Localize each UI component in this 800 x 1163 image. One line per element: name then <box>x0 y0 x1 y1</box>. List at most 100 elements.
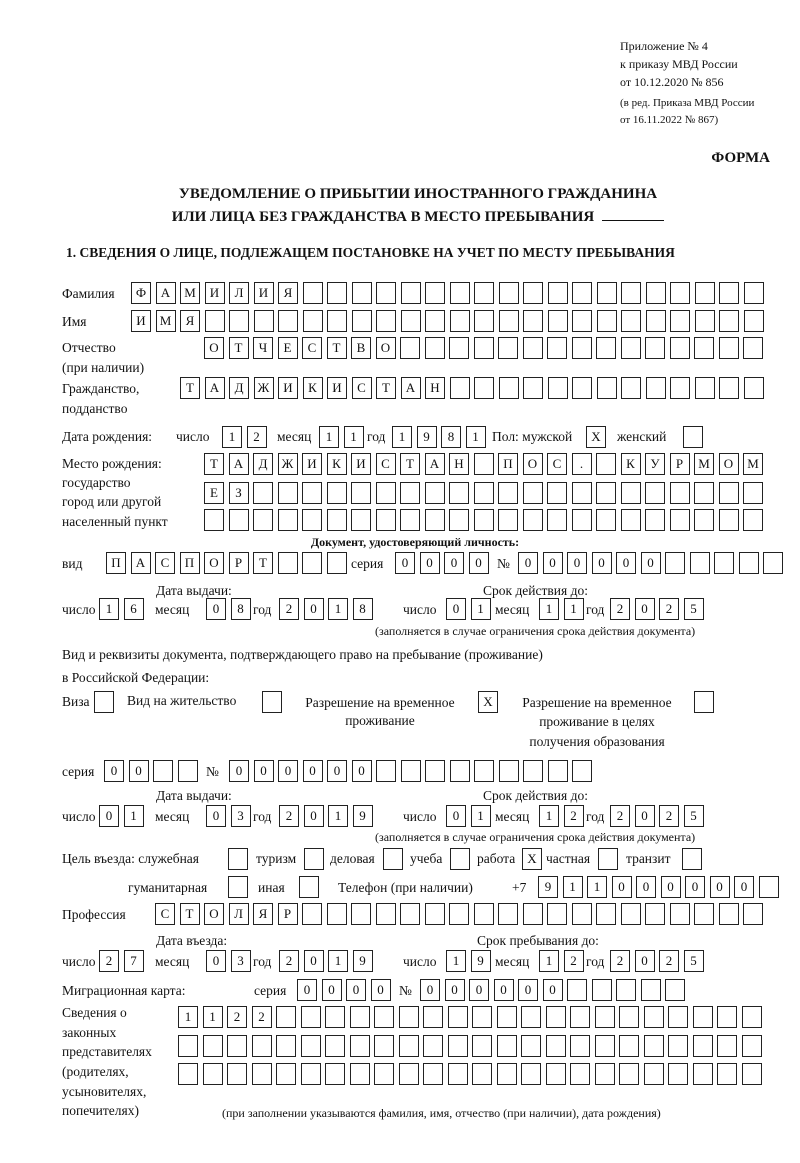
checkbox[interactable] <box>262 691 282 713</box>
char-box[interactable]: 2 <box>659 950 679 972</box>
char-box[interactable] <box>717 1035 737 1057</box>
char-box[interactable]: 0 <box>660 876 681 898</box>
char-box[interactable]: 0 <box>395 552 415 574</box>
char-box[interactable] <box>276 1035 296 1057</box>
char-box[interactable] <box>398 1006 419 1028</box>
char-box[interactable]: 1 <box>343 426 364 448</box>
char-box[interactable] <box>300 1006 321 1028</box>
char-box[interactable] <box>714 552 734 574</box>
char-box[interactable] <box>694 282 715 304</box>
char-box[interactable] <box>522 903 543 925</box>
char-box[interactable] <box>204 509 224 531</box>
char-box[interactable] <box>178 1035 198 1057</box>
char-box[interactable] <box>374 1006 394 1028</box>
char-box[interactable] <box>620 509 641 531</box>
char-box[interactable]: 9 <box>352 950 373 972</box>
char-box[interactable] <box>423 1063 443 1085</box>
char-box[interactable]: 0 <box>685 876 705 898</box>
char-box[interactable]: 2 <box>279 598 299 620</box>
char-box[interactable]: 0 <box>636 876 656 898</box>
char-box[interactable] <box>572 377 592 399</box>
char-box[interactable] <box>251 1035 272 1057</box>
char-box[interactable] <box>547 310 568 332</box>
char-box[interactable]: 0 <box>206 950 226 972</box>
char-box[interactable] <box>496 1035 517 1057</box>
char-box[interactable] <box>743 337 763 359</box>
char-box[interactable]: 6 <box>123 598 144 620</box>
char-box[interactable]: 8 <box>441 426 461 448</box>
char-box[interactable]: М <box>743 453 763 475</box>
char-box[interactable]: 0 <box>444 552 464 574</box>
char-box[interactable] <box>620 337 641 359</box>
char-box[interactable]: 1 <box>562 876 583 898</box>
char-box[interactable] <box>621 377 641 399</box>
char-box[interactable]: Н <box>449 453 469 475</box>
char-box[interactable]: . <box>571 453 592 475</box>
char-box[interactable] <box>253 310 274 332</box>
char-box[interactable] <box>498 482 518 504</box>
char-box[interactable] <box>349 1063 370 1085</box>
checkbox[interactable] <box>383 848 403 870</box>
char-box[interactable]: Н <box>425 377 445 399</box>
char-box[interactable]: Т <box>179 903 200 925</box>
char-box[interactable] <box>596 453 616 475</box>
char-box[interactable] <box>228 509 249 531</box>
char-box[interactable]: Е <box>204 482 224 504</box>
char-box[interactable]: 0 <box>634 598 655 620</box>
char-box[interactable] <box>692 1063 713 1085</box>
char-box[interactable]: 9 <box>470 950 491 972</box>
char-box[interactable] <box>302 310 323 332</box>
char-box[interactable]: К <box>326 453 347 475</box>
char-box[interactable] <box>449 903 469 925</box>
char-box[interactable]: С <box>547 453 567 475</box>
char-box[interactable] <box>202 1035 223 1057</box>
char-box[interactable] <box>327 310 347 332</box>
char-box[interactable] <box>302 509 322 531</box>
char-box[interactable]: 0 <box>128 760 149 782</box>
char-box[interactable] <box>472 1063 492 1085</box>
char-box[interactable]: М <box>155 310 176 332</box>
char-box[interactable] <box>498 760 519 782</box>
char-box[interactable] <box>694 509 714 531</box>
char-box[interactable] <box>473 337 494 359</box>
char-box[interactable] <box>522 337 543 359</box>
char-box[interactable] <box>591 979 612 1001</box>
char-box[interactable]: 0 <box>444 979 465 1001</box>
char-box[interactable] <box>616 979 636 1001</box>
char-box[interactable] <box>449 377 470 399</box>
char-box[interactable] <box>692 1006 713 1028</box>
char-box[interactable] <box>594 1035 615 1057</box>
char-box[interactable] <box>668 1006 688 1028</box>
char-box[interactable] <box>522 482 543 504</box>
char-box[interactable]: Т <box>376 377 396 399</box>
char-box[interactable]: 0 <box>253 760 274 782</box>
char-box[interactable] <box>202 1063 223 1085</box>
char-box[interactable]: Я <box>253 903 273 925</box>
char-box[interactable]: 1 <box>123 805 144 827</box>
char-box[interactable] <box>570 1035 590 1057</box>
char-box[interactable] <box>473 453 494 475</box>
char-box[interactable] <box>741 1063 762 1085</box>
char-box[interactable] <box>449 337 469 359</box>
char-box[interactable]: 3 <box>230 805 251 827</box>
char-box[interactable]: 0 <box>634 950 655 972</box>
char-box[interactable] <box>620 903 641 925</box>
char-box[interactable] <box>668 1035 688 1057</box>
char-box[interactable]: 7 <box>123 950 144 972</box>
checkbox[interactable] <box>450 848 470 870</box>
char-box[interactable] <box>743 310 764 332</box>
char-box[interactable] <box>177 760 198 782</box>
char-box[interactable] <box>325 1063 345 1085</box>
char-box[interactable]: 2 <box>227 1006 247 1028</box>
char-box[interactable]: 3 <box>230 950 251 972</box>
char-box[interactable]: 1 <box>319 426 339 448</box>
char-box[interactable]: 0 <box>206 598 226 620</box>
char-box[interactable] <box>447 1035 468 1057</box>
checkbox[interactable]: X <box>586 426 606 448</box>
char-box[interactable] <box>472 1035 492 1057</box>
char-box[interactable] <box>689 552 710 574</box>
char-box[interactable]: 2 <box>246 426 267 448</box>
char-box[interactable]: Т <box>253 552 273 574</box>
char-box[interactable]: Т <box>326 337 347 359</box>
char-box[interactable] <box>153 760 173 782</box>
